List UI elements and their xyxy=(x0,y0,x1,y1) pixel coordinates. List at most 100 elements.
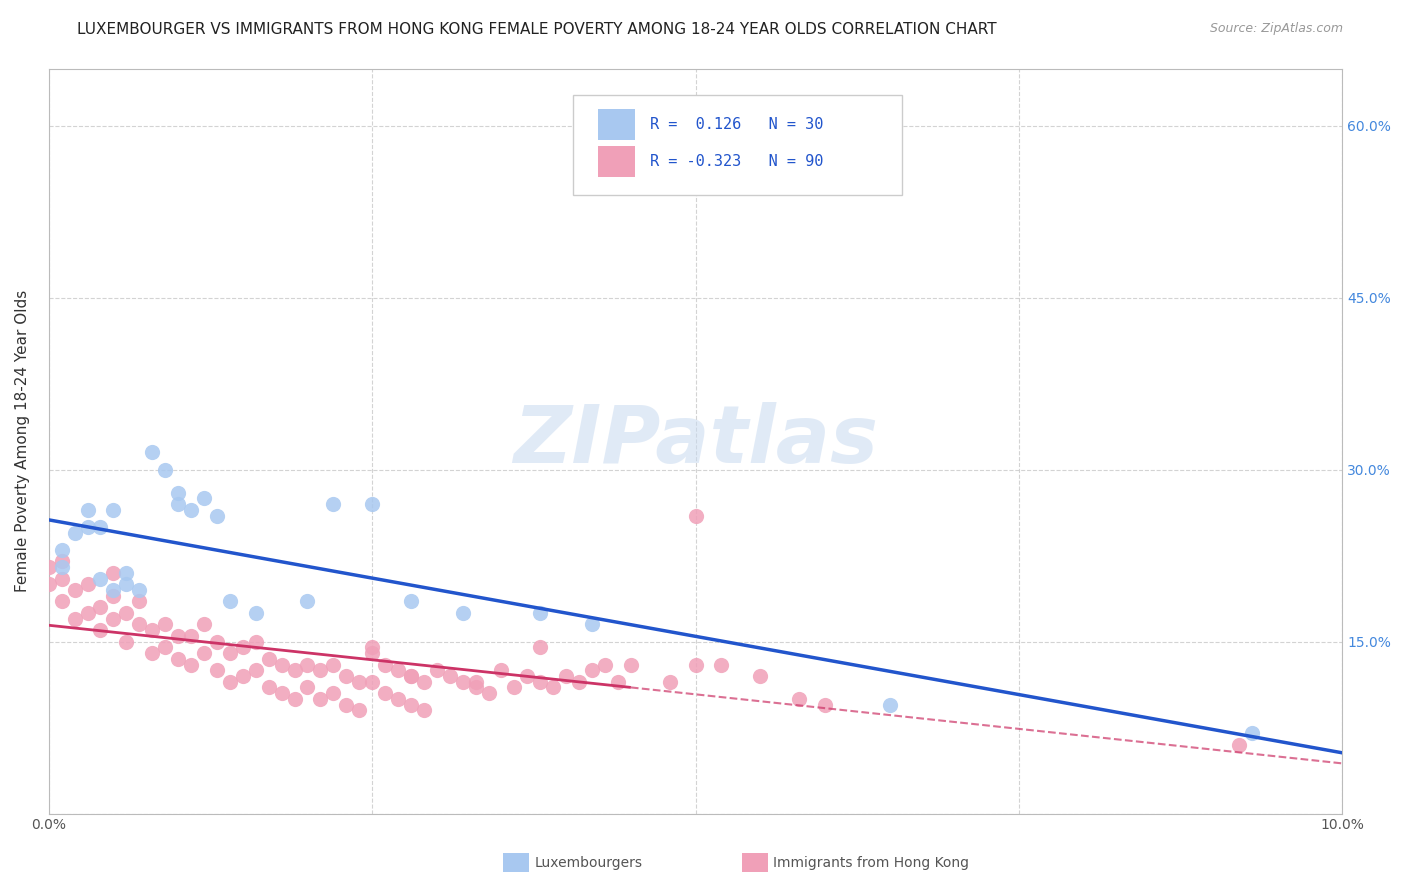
Point xyxy=(361,646,384,660)
Point xyxy=(361,497,384,511)
Point xyxy=(245,606,267,620)
Point xyxy=(257,652,280,666)
Point xyxy=(205,634,228,648)
Point xyxy=(374,657,396,672)
Point xyxy=(270,686,292,700)
Point xyxy=(541,681,564,695)
Point xyxy=(322,497,344,511)
Point xyxy=(51,594,73,608)
Point xyxy=(451,674,474,689)
Point xyxy=(335,669,357,683)
Point xyxy=(103,589,125,603)
Text: LUXEMBOURGER VS IMMIGRANTS FROM HONG KONG FEMALE POVERTY AMONG 18-24 YEAR OLDS C: LUXEMBOURGER VS IMMIGRANTS FROM HONG KON… xyxy=(77,22,997,37)
Point xyxy=(464,681,486,695)
Point xyxy=(167,485,190,500)
Point xyxy=(620,657,643,672)
Point xyxy=(451,606,474,620)
Point xyxy=(141,646,163,660)
Point xyxy=(529,640,551,655)
Point xyxy=(347,703,370,717)
Point xyxy=(606,674,628,689)
Point xyxy=(115,566,138,580)
Text: ZIPatlas: ZIPatlas xyxy=(513,402,877,480)
Point xyxy=(710,657,733,672)
Point xyxy=(63,525,86,540)
Text: Immigrants from Hong Kong: Immigrants from Hong Kong xyxy=(773,856,969,871)
Point xyxy=(347,674,370,689)
Point xyxy=(115,606,138,620)
Point xyxy=(283,692,305,706)
Point xyxy=(76,577,98,591)
Point xyxy=(685,508,707,523)
Text: Source: ZipAtlas.com: Source: ZipAtlas.com xyxy=(1209,22,1343,36)
Point xyxy=(581,617,603,632)
FancyBboxPatch shape xyxy=(599,109,634,140)
FancyBboxPatch shape xyxy=(572,95,903,195)
Point xyxy=(89,623,111,637)
Point xyxy=(218,674,240,689)
Point xyxy=(76,503,98,517)
Point xyxy=(218,594,240,608)
Point xyxy=(193,646,215,660)
Point xyxy=(51,572,73,586)
Point xyxy=(103,612,125,626)
Point xyxy=(412,674,434,689)
Point xyxy=(439,669,461,683)
Point xyxy=(89,600,111,615)
Point xyxy=(128,582,150,597)
Point xyxy=(76,520,98,534)
Point xyxy=(555,669,578,683)
Point xyxy=(257,681,280,695)
Point xyxy=(153,617,176,632)
Point xyxy=(658,674,681,689)
Point xyxy=(63,612,86,626)
Point xyxy=(245,634,267,648)
Point xyxy=(581,663,603,677)
Point xyxy=(1227,738,1250,752)
Point xyxy=(180,503,202,517)
Point xyxy=(51,560,73,574)
Point xyxy=(89,520,111,534)
Point xyxy=(399,698,422,712)
Point xyxy=(153,640,176,655)
Point xyxy=(232,669,254,683)
Point xyxy=(115,577,138,591)
Point xyxy=(232,640,254,655)
Point xyxy=(205,508,228,523)
Point xyxy=(297,657,319,672)
Text: R =  0.126   N = 30: R = 0.126 N = 30 xyxy=(650,117,824,132)
Point xyxy=(322,657,344,672)
Point xyxy=(141,623,163,637)
Point xyxy=(374,686,396,700)
Point xyxy=(283,663,305,677)
Point xyxy=(38,577,60,591)
Point xyxy=(879,698,901,712)
Y-axis label: Female Poverty Among 18-24 Year Olds: Female Poverty Among 18-24 Year Olds xyxy=(15,290,30,592)
Point xyxy=(51,554,73,568)
Point xyxy=(153,463,176,477)
Point xyxy=(115,634,138,648)
Text: R = -0.323   N = 90: R = -0.323 N = 90 xyxy=(650,154,824,169)
Point xyxy=(297,681,319,695)
Point xyxy=(205,663,228,677)
Point xyxy=(89,572,111,586)
Point xyxy=(103,566,125,580)
Point xyxy=(814,698,837,712)
Point xyxy=(361,640,384,655)
Point xyxy=(297,594,319,608)
Text: Luxembourgers: Luxembourgers xyxy=(534,856,643,871)
Point xyxy=(685,657,707,672)
Point xyxy=(399,594,422,608)
Point xyxy=(270,657,292,672)
Point xyxy=(245,663,267,677)
Point xyxy=(426,663,449,677)
FancyBboxPatch shape xyxy=(599,146,634,178)
Point xyxy=(399,669,422,683)
Point xyxy=(516,669,538,683)
Point xyxy=(568,674,591,689)
Point xyxy=(387,692,409,706)
Point xyxy=(167,652,190,666)
Point xyxy=(128,594,150,608)
Point xyxy=(38,560,60,574)
Point xyxy=(218,646,240,660)
